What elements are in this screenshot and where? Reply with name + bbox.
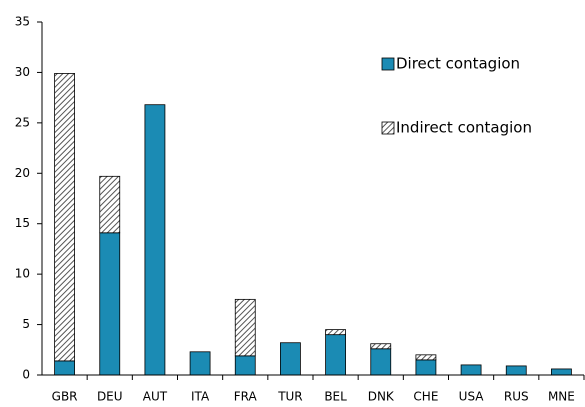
x-tick-label: AUT xyxy=(143,390,168,404)
bar-segment xyxy=(325,334,346,376)
x-tick-label: USA xyxy=(459,390,485,404)
bar-segment xyxy=(415,354,437,361)
legend-label: Indirect contagion xyxy=(396,119,532,137)
y-tick-label: 20 xyxy=(15,166,30,180)
x-tick-label: DEU xyxy=(97,390,123,404)
x-tick-label: FRA xyxy=(234,390,258,404)
x-tick-label: TUR xyxy=(277,390,302,404)
bar-segment xyxy=(99,175,121,234)
bar-segment xyxy=(370,343,392,350)
bar-segment xyxy=(325,329,346,336)
bar-segment xyxy=(460,364,482,376)
y-tick-label: 15 xyxy=(15,216,30,230)
bar-segment xyxy=(370,348,392,376)
bar-segment xyxy=(280,342,301,376)
x-tick-label: CHE xyxy=(413,390,438,404)
y-tick-label: 10 xyxy=(15,267,30,281)
x-tick-label: RUS xyxy=(504,390,529,404)
x-tick-label: DNK xyxy=(368,390,395,404)
y-tick-label: 25 xyxy=(15,115,30,129)
legend-swatch xyxy=(381,57,395,71)
x-tick-label: ITA xyxy=(191,390,210,404)
bar-segment xyxy=(551,368,572,376)
bar-segment xyxy=(54,360,75,376)
bar-segment xyxy=(189,351,211,376)
bar-segment xyxy=(144,104,166,376)
bar-segment xyxy=(234,298,256,357)
x-tick-label: BEL xyxy=(324,390,347,404)
bar-segment xyxy=(99,232,121,376)
legend-swatch xyxy=(381,121,395,135)
y-tick-label: 35 xyxy=(15,15,30,29)
x-tick-label: GBR xyxy=(52,390,78,404)
y-tick-label: 5 xyxy=(22,317,30,331)
bar-segment xyxy=(415,359,437,376)
legend-label: Direct contagion xyxy=(396,55,520,73)
bar-segment xyxy=(234,355,256,376)
y-tick-label: 30 xyxy=(15,65,30,79)
bar-segment xyxy=(505,365,527,376)
bar-segment xyxy=(54,73,75,362)
x-tick-label: MNE xyxy=(548,390,575,404)
y-tick-label: 0 xyxy=(22,368,30,382)
